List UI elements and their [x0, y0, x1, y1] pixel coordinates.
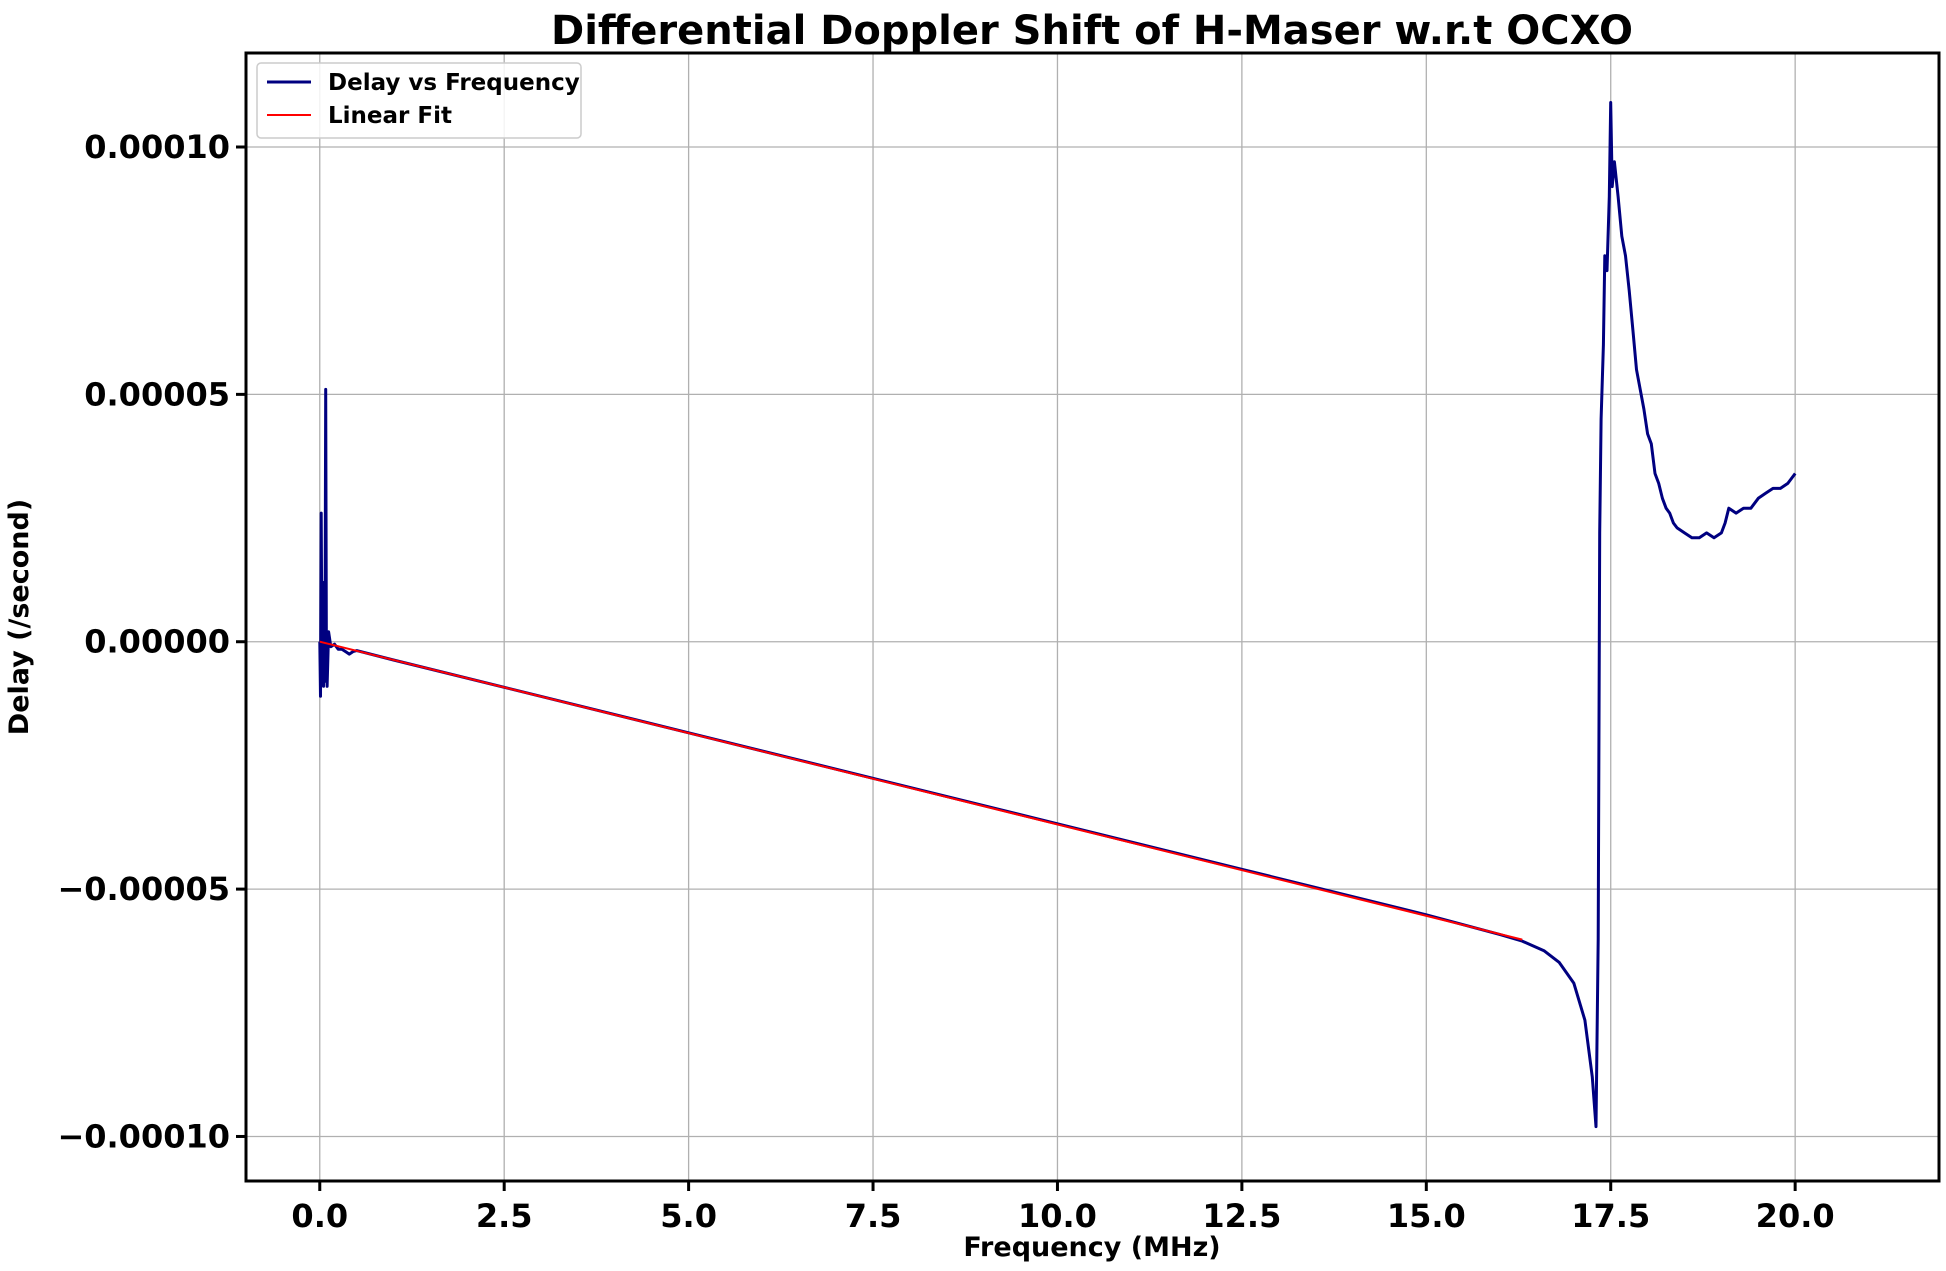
x-tick-label: 17.5 [1571, 1197, 1650, 1235]
series-line-linear-fit [319, 640, 1523, 941]
x-tick-label: 12.5 [1202, 1197, 1281, 1235]
legend-box [256, 62, 582, 139]
x-tick-label: 10.0 [1018, 1197, 1097, 1235]
plot-frame [244, 51, 1941, 1183]
x-tick-label: 0.0 [291, 1197, 348, 1235]
chart-title: Differential Doppler Shift of H-Maser w.… [551, 8, 1633, 54]
legend-label-linear-fit: Linear Fit [328, 103, 452, 129]
y-tick-label: −0.00010 [57, 1117, 230, 1155]
tick-marks [236, 145, 1797, 1191]
y-tick-label: −0.00005 [57, 870, 230, 908]
legend-label-delay: Delay vs Frequency [328, 70, 580, 96]
legend: Delay vs Frequency Linear Fit [256, 62, 582, 139]
x-tick-label: 5.0 [660, 1197, 717, 1235]
y-tick-label: 0.00005 [84, 375, 230, 413]
plot-area [318, 101, 1797, 1129]
y-tick-label: 0.00000 [84, 623, 230, 661]
x-axis-label: Frequency (MHz) [963, 1232, 1220, 1263]
x-tick-label: 7.5 [845, 1197, 902, 1235]
x-tick-label: 15.0 [1387, 1197, 1466, 1235]
x-tick-label: 20.0 [1756, 1197, 1835, 1235]
y-axis-label: Delay (/second) [4, 499, 35, 735]
x-tick-label: 2.5 [476, 1197, 533, 1235]
grid-lines [246, 53, 1939, 1181]
tick-labels: 0.0 2.5 5.0 7.5 10.0 12.5 15.0 17.5 20.0 0.00010 0… [57, 128, 1834, 1235]
y-tick-label: 0.00010 [84, 128, 230, 166]
